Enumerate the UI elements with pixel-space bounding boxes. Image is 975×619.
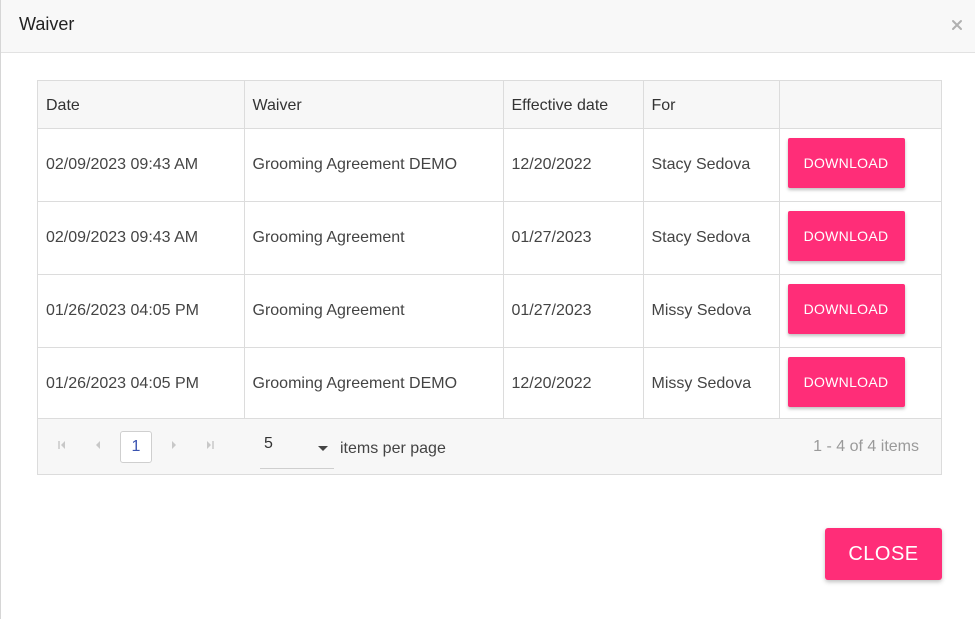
table-row: 02/09/2023 09:43 AM Grooming Agreement 0…: [38, 201, 941, 275]
dialog-titlebar: Waiver: [1, 0, 975, 53]
close-button[interactable]: CLOSE: [825, 528, 942, 580]
cell-effective-date: 01/27/2023: [503, 274, 644, 348]
cell-actions: DOWNLOAD: [779, 128, 941, 202]
cell-for: Missy Sedova: [643, 274, 780, 348]
table-header-row: Date Waiver Effective date For: [38, 81, 941, 129]
chevron-down-icon: [318, 446, 328, 451]
cell-date: 01/26/2023 04:05 PM: [38, 274, 245, 348]
cell-for: Stacy Sedova: [643, 128, 780, 202]
cell-date: 01/26/2023 04:05 PM: [38, 347, 245, 421]
column-header-effective-date[interactable]: Effective date: [503, 81, 644, 129]
page-number-button[interactable]: 1: [120, 431, 152, 463]
previous-page-icon[interactable]: [90, 437, 106, 453]
close-icon[interactable]: [950, 18, 964, 32]
cell-date: 02/09/2023 09:43 AM: [38, 201, 245, 275]
cell-date: 02/09/2023 09:43 AM: [38, 128, 245, 202]
download-button[interactable]: DOWNLOAD: [787, 138, 905, 188]
cell-effective-date: 01/27/2023: [503, 201, 644, 275]
waivers-table: Date Waiver Effective date For 02/09/202…: [38, 81, 941, 421]
pager-info: 1 - 4 of 4 items: [813, 438, 919, 455]
cell-for: Stacy Sedova: [643, 201, 780, 275]
last-page-icon[interactable]: [202, 437, 218, 453]
first-page-icon[interactable]: [54, 437, 70, 453]
cell-waiver: Grooming Agreement: [244, 201, 504, 275]
next-page-icon[interactable]: [166, 437, 182, 453]
pager: 1 5 items per page 1 - 4 of 4 items: [38, 418, 941, 474]
page-size-value: 5: [264, 435, 273, 452]
cell-for: Missy Sedova: [643, 347, 780, 421]
column-header-actions: [779, 81, 941, 129]
cell-actions: DOWNLOAD: [779, 274, 941, 348]
cell-waiver: Grooming Agreement DEMO: [244, 347, 504, 421]
download-button[interactable]: DOWNLOAD: [787, 211, 905, 261]
cell-waiver: Grooming Agreement DEMO: [244, 128, 504, 202]
cell-actions: DOWNLOAD: [779, 347, 941, 421]
column-header-for[interactable]: For: [643, 81, 780, 129]
dialog-title: Waiver: [19, 14, 75, 34]
cell-effective-date: 12/20/2022: [503, 128, 644, 202]
column-header-waiver[interactable]: Waiver: [244, 81, 504, 129]
table-row: 01/26/2023 04:05 PM Grooming Agreement D…: [38, 347, 941, 421]
cell-effective-date: 12/20/2022: [503, 347, 644, 421]
items-per-page-label: items per page: [340, 440, 446, 457]
page-size-dropdown[interactable]: 5: [260, 429, 334, 469]
waivers-grid: Date Waiver Effective date For 02/09/202…: [37, 80, 942, 475]
table-row: 01/26/2023 04:05 PM Grooming Agreement 0…: [38, 274, 941, 348]
table-row: 02/09/2023 09:43 AM Grooming Agreement D…: [38, 128, 941, 202]
cell-actions: DOWNLOAD: [779, 201, 941, 275]
download-button[interactable]: DOWNLOAD: [787, 284, 905, 334]
download-button[interactable]: DOWNLOAD: [787, 357, 905, 407]
column-header-date[interactable]: Date: [38, 81, 245, 129]
cell-waiver: Grooming Agreement: [244, 274, 504, 348]
